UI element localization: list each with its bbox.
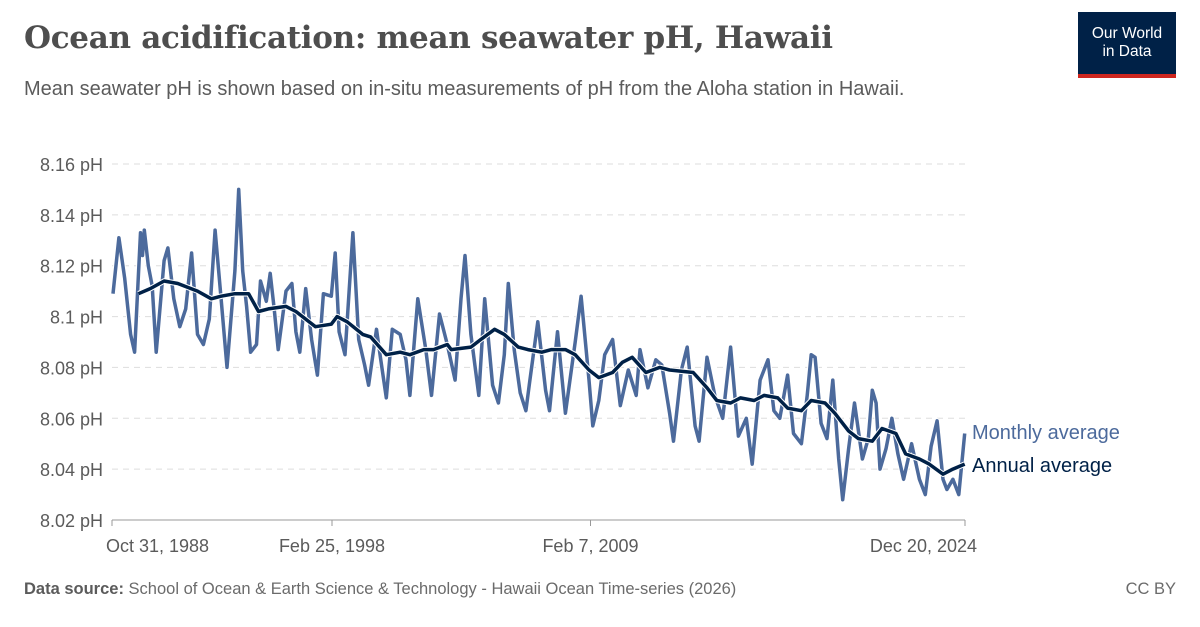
logo-text: Our World in Data [1091, 25, 1163, 60]
x-tick-label: Feb 7, 2009 [542, 536, 638, 556]
y-tick-label: 8.16 pH [40, 155, 103, 175]
annual-average-line [137, 279, 966, 476]
grid-lines [112, 163, 965, 521]
x-tick-label: Oct 31, 1988 [106, 536, 209, 556]
data-source: Data source: School of Ocean & Earth Sci… [24, 580, 736, 599]
source-label: Data source: [24, 580, 124, 598]
y-tick-label: 8.14 pH [40, 206, 103, 226]
series-lines [110, 186, 968, 503]
y-axis: 8.02 pH 8.04 pH 8.06 pH 8.08 pH 8.1 pH 8.12 p… [40, 155, 103, 531]
y-tick-label: 8.02 pH [40, 511, 103, 531]
legend-monthly-average: Monthly average [972, 422, 1120, 444]
y-tick-label: 8.08 pH [40, 358, 103, 378]
chart-subtitle: Mean seawater pH is shown based on in-si… [24, 78, 905, 100]
line-chart: 8.02 pH 8.04 pH 8.06 pH 8.08 pH 8.1 pH 8.12 p… [40, 155, 1120, 556]
x-tick-label: Feb 25, 1998 [279, 536, 385, 556]
y-tick-label: 8.12 pH [40, 257, 103, 277]
monthly-average-line [111, 187, 967, 502]
y-tick-label: 8.04 pH [40, 460, 103, 480]
y-tick-label: 8.06 pH [40, 409, 103, 429]
legend: Monthly average Annual average [972, 422, 1120, 477]
x-tick-label: Dec 20, 2024 [870, 536, 977, 556]
owid-logo[interactable]: Our World in Data [1078, 12, 1176, 78]
license[interactable]: CC BY [1125, 580, 1176, 598]
legend-annual-average: Annual average [972, 455, 1112, 477]
x-axis: Oct 31, 1988 Feb 25, 1998 Feb 7, 2009 Dec 2… [106, 520, 977, 556]
chart-title: Ocean acidification: mean seawater pH, H… [24, 20, 833, 56]
y-tick-label: 8.1 pH [50, 308, 103, 328]
source-text[interactable]: School of Ocean & Earth Science & Techno… [128, 580, 737, 598]
